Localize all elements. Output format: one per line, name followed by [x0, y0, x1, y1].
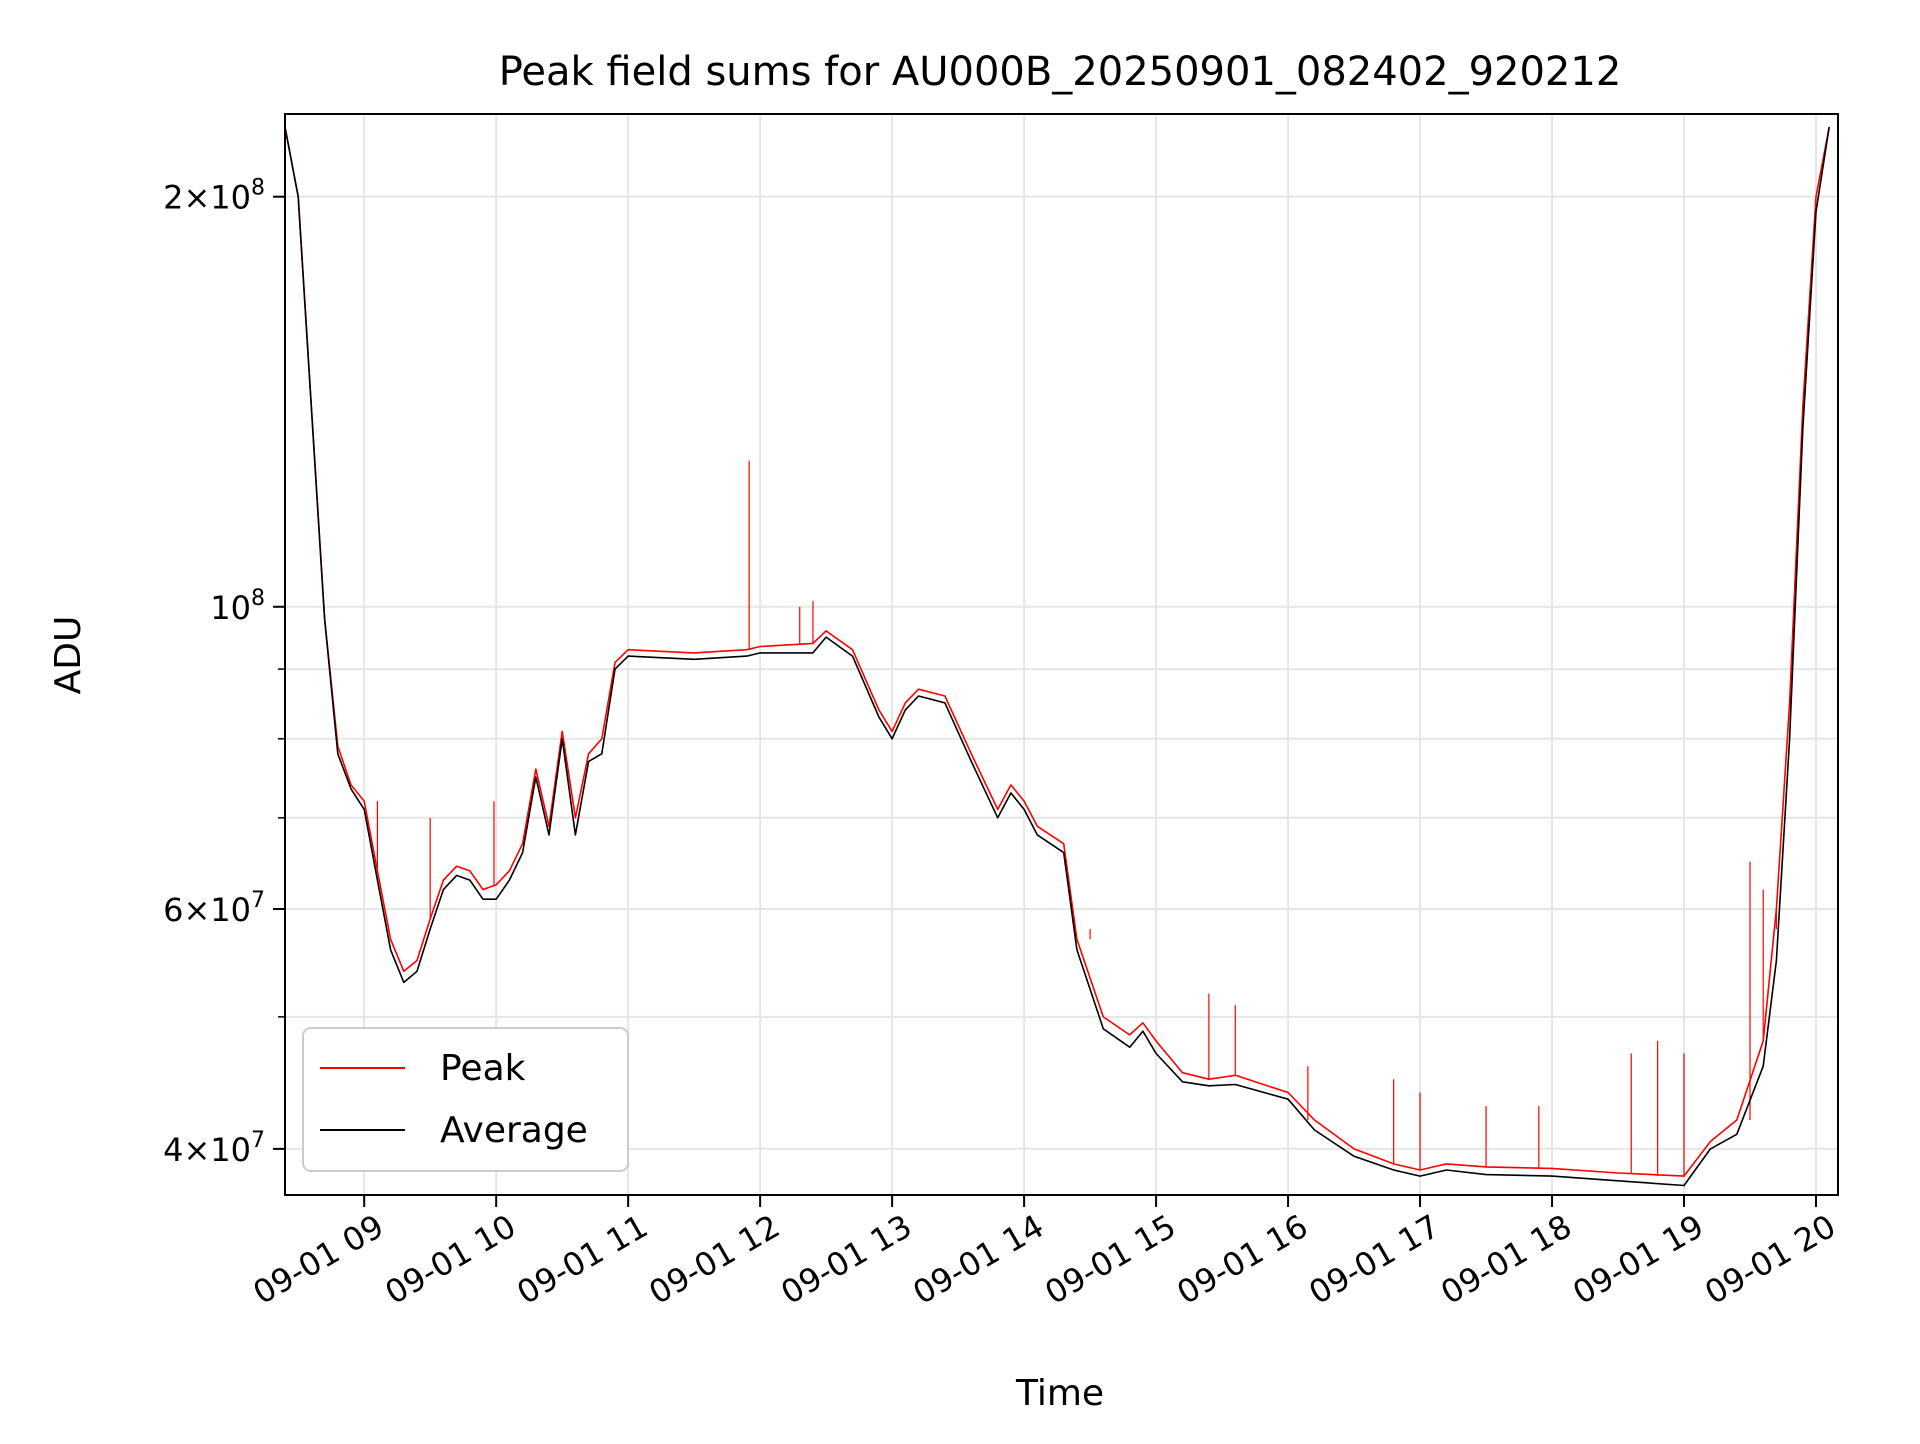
plot-frame [284, 113, 1839, 1196]
legend-label-average: Average [440, 1110, 588, 1151]
x-axis-label: Time [1015, 1373, 1104, 1414]
grid [285, 114, 1838, 1195]
legend-label-peak: Peak [440, 1048, 526, 1089]
series-line-average [284, 126, 1830, 1187]
y-tick-label: 4×107 [163, 1128, 265, 1169]
y-tick-label: 6×107 [163, 888, 265, 929]
series-layer [284, 126, 1830, 1187]
series-line-peak [284, 126, 1830, 1177]
chart-title: Peak field sums for AU000B_20250901_0824… [499, 49, 1622, 95]
y-axis-label: ADU [48, 616, 89, 695]
legend: Peak Average [302, 1027, 629, 1172]
y-tick-label: 2×108 [163, 176, 265, 217]
legend-box [302, 1027, 629, 1172]
